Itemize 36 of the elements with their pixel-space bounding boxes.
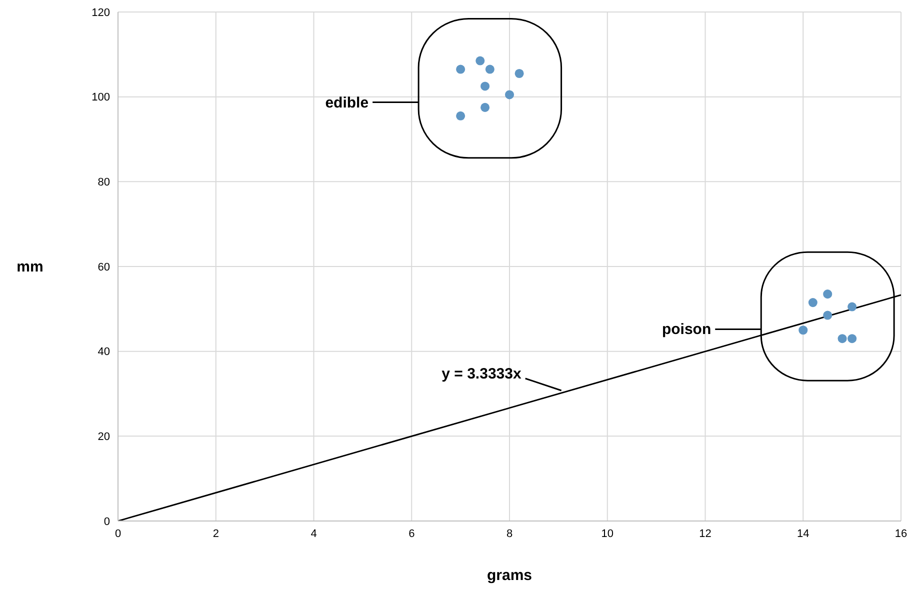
y-tick-label: 0 <box>104 516 110 528</box>
y-tick-label: 40 <box>98 346 110 358</box>
point <box>456 64 466 74</box>
x-tick-label: 8 <box>506 528 513 540</box>
point <box>456 111 466 120</box>
x-tick-label: 14 <box>797 528 810 540</box>
x-tick-label: 12 <box>699 528 712 540</box>
annotation: edible <box>325 94 369 112</box>
x-tick-label: 6 <box>408 528 415 540</box>
annotation: poison <box>662 321 712 338</box>
x-tick-label: 0 <box>114 528 122 540</box>
x-tick-label: 10 <box>601 528 614 540</box>
point <box>485 64 494 74</box>
x-tick-label: 2 <box>212 528 219 540</box>
point <box>514 69 524 78</box>
point <box>848 334 857 344</box>
point <box>823 310 832 320</box>
point <box>808 298 818 308</box>
y-tick-label: 80 <box>98 176 110 189</box>
x-tick-label: 16 <box>894 528 908 540</box>
x-tick-label: 4 <box>310 528 317 540</box>
point <box>476 56 485 66</box>
point <box>838 334 847 344</box>
point <box>480 102 490 112</box>
y-axis-title: mm <box>16 258 44 276</box>
y-tick-label: 60 <box>98 261 110 274</box>
point <box>504 90 514 100</box>
annotation: y = 3.3333x <box>442 365 522 382</box>
point <box>480 82 490 91</box>
y-tick-label: 120 <box>92 6 110 19</box>
y-tick-label: 20 <box>98 431 110 444</box>
point <box>823 290 832 299</box>
y-tick-label: 100 <box>92 92 110 104</box>
x-axis-title: grams <box>486 567 532 584</box>
point <box>848 302 857 312</box>
point <box>798 326 808 335</box>
